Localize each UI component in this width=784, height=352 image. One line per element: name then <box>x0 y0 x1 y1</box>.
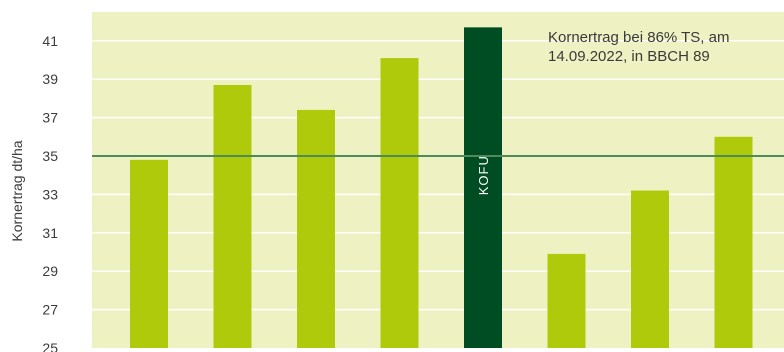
annotation-line-1: Kornertrag bei 86% TS, am <box>548 29 729 46</box>
y-tick-label: 27 <box>42 302 58 318</box>
y-tick-label: 31 <box>42 225 58 241</box>
bar-label: KOFU <box>476 155 491 195</box>
bar <box>213 84 252 349</box>
y-tick-label: 25 <box>42 340 58 352</box>
gridlines <box>92 40 784 311</box>
y-tick-label: 29 <box>42 263 58 279</box>
bar-highlight <box>464 27 502 349</box>
y-axis-label: Kornertrag dt/ha <box>9 140 25 241</box>
bar <box>547 253 586 348</box>
bar <box>130 159 168 348</box>
bar <box>714 136 753 348</box>
y-axis-ticks: 25 27 29 31 33 35 37 39 41 <box>42 33 58 352</box>
y-tick-label: 39 <box>42 71 58 87</box>
bar <box>631 190 669 348</box>
y-tick-label: 41 <box>42 33 58 49</box>
annotation-line-2: 14.09.2022, in BBCH 89 <box>548 48 710 65</box>
bars: KOFU <box>130 27 753 349</box>
y-tick-label: 37 <box>42 110 58 126</box>
y-tick-label: 33 <box>42 186 58 202</box>
bar <box>297 109 335 348</box>
y-tick-label: 35 <box>42 148 58 164</box>
bar <box>380 58 419 349</box>
